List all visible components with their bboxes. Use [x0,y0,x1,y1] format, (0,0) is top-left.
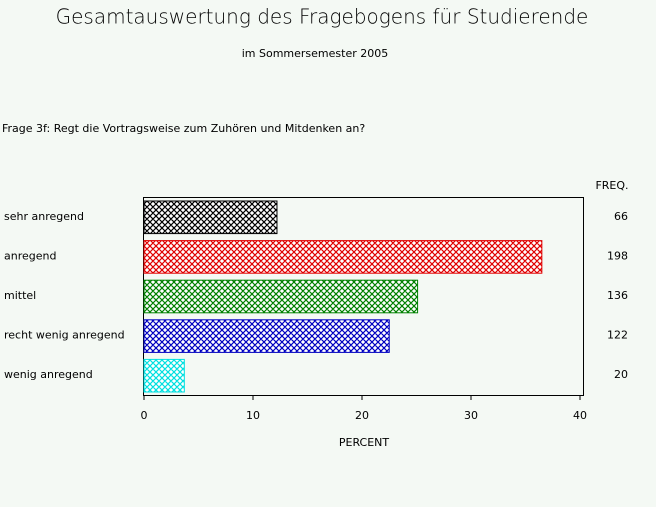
x-tick-label: 30 [464,409,478,422]
question: Frage 3f: Regt die Vortragsweise zum Zuh… [2,122,365,135]
freq-value: 66 [614,210,628,223]
freq-value: 122 [607,329,628,342]
bar [143,319,390,353]
x-tick-label: 0 [141,409,148,422]
chart-title: Gesamtauswertung des Fragebogens für Stu… [56,5,589,29]
x-tick-label: 10 [246,409,260,422]
bar [143,279,419,314]
category-label: wenig anregend [4,368,93,381]
x-tick-label: 20 [355,409,369,422]
freq-header: FREQ. [595,179,628,192]
x-axis-label: PERCENT [339,436,390,449]
freq-value: 198 [607,249,628,262]
bar [143,358,185,393]
bar [143,200,278,235]
category-label: sehr anregend [4,210,84,223]
category-label: mittel [4,289,36,302]
bar [143,240,543,274]
category-label: anregend [4,249,56,262]
freq-value: 20 [614,368,628,381]
chart-subtitle: im Sommersemester 2005 [242,47,389,60]
freq-value: 136 [607,289,628,302]
category-label: recht wenig anregend [4,329,125,342]
x-tick-label: 40 [573,409,587,422]
